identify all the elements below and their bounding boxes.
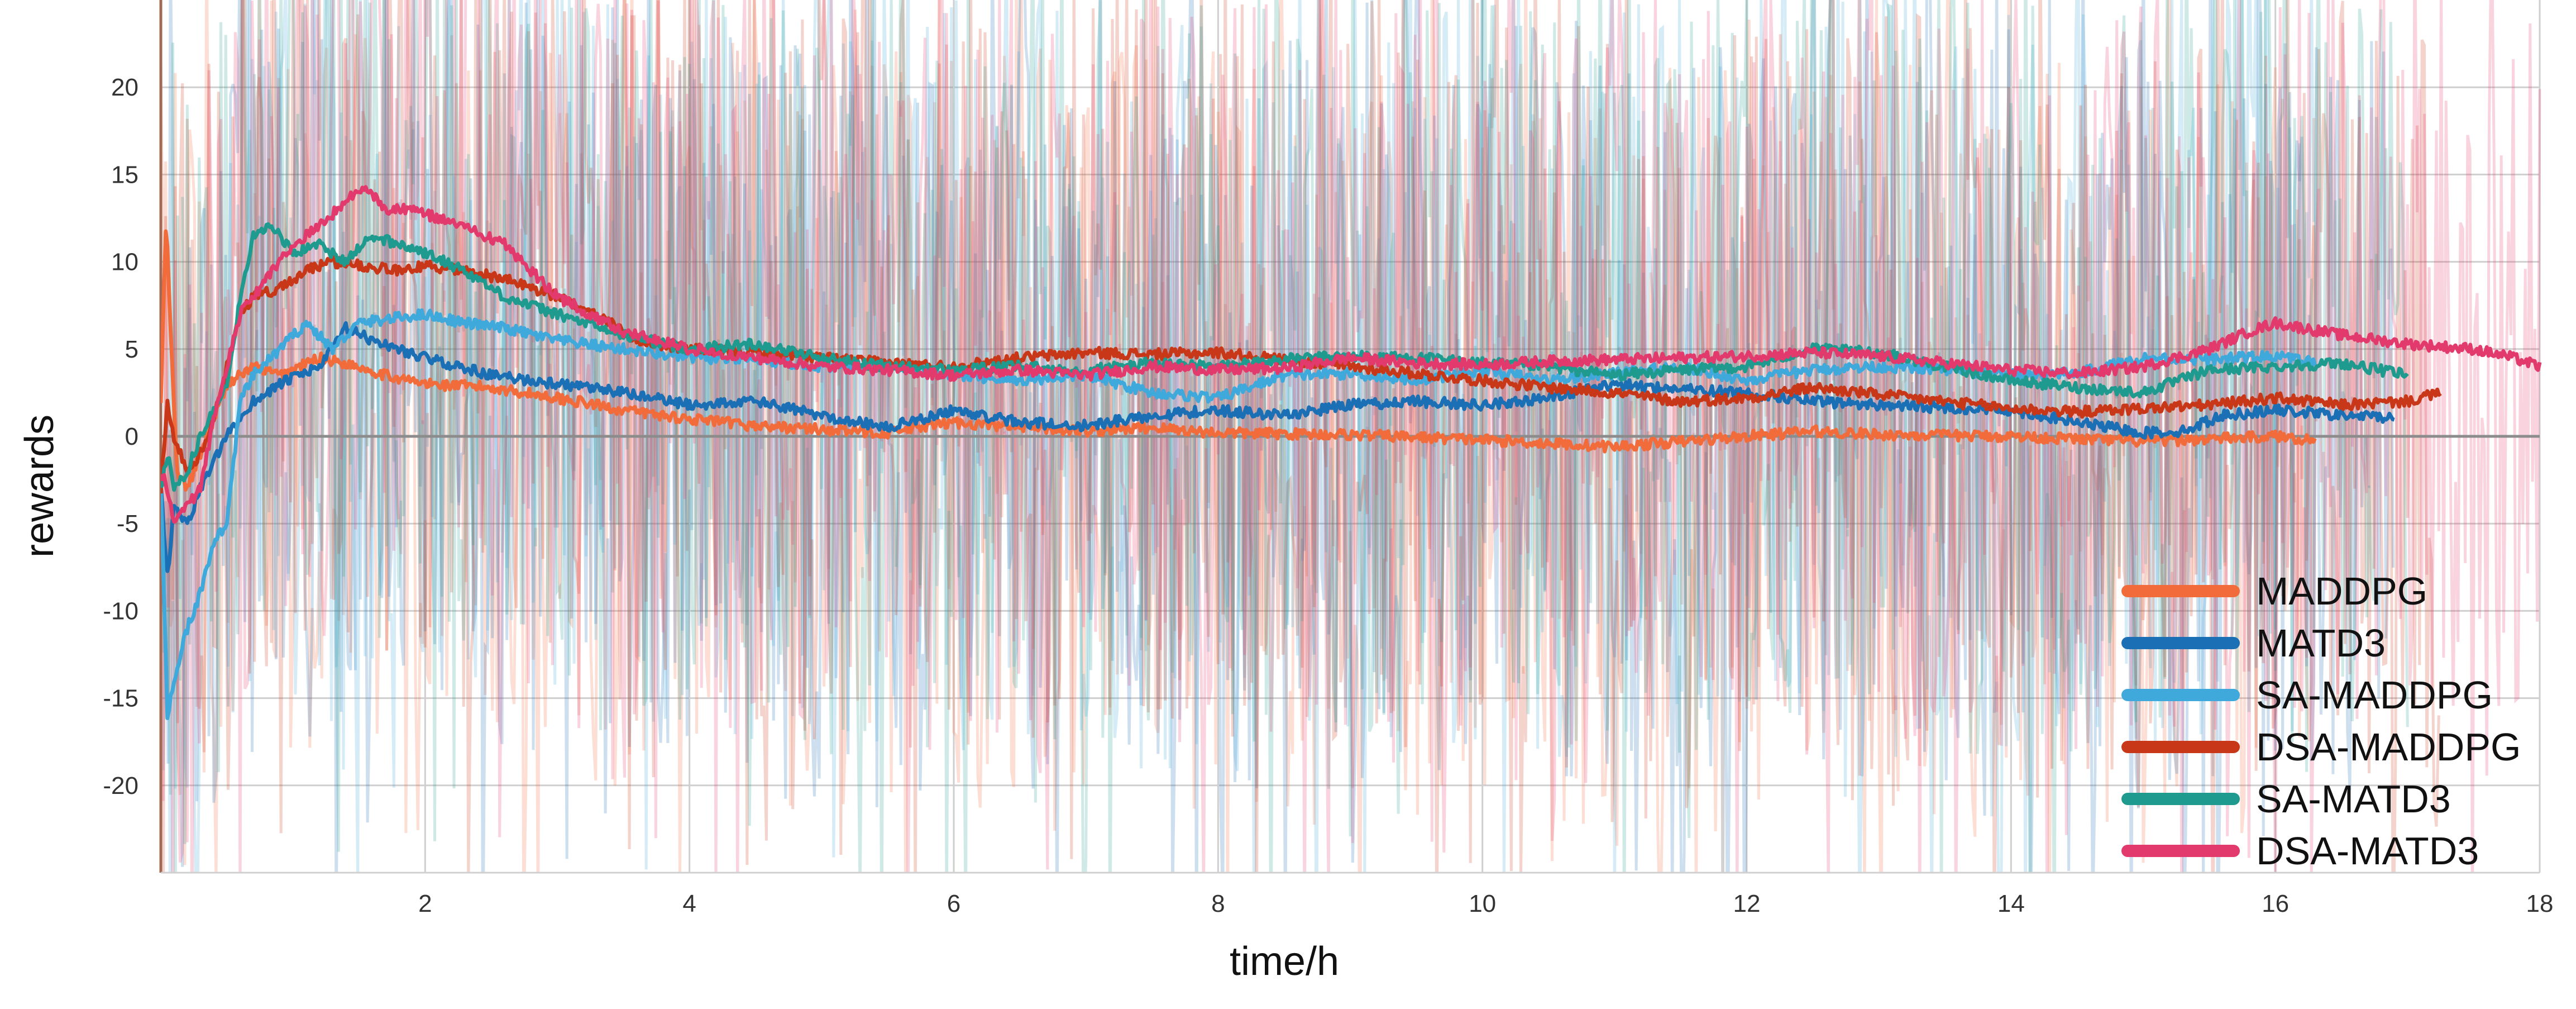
legend-label: SA-MATD3 bbox=[2256, 777, 2451, 821]
y-axis-title: rewards bbox=[17, 415, 62, 558]
legend-label: DSA-MADDPG bbox=[2256, 725, 2521, 769]
y-tick-labels: 20 15 10 5 0 -5 -10 -15 -20 bbox=[103, 74, 138, 799]
legend-label: DSA-MATD3 bbox=[2256, 829, 2479, 873]
series-line-matd3 bbox=[161, 321, 2395, 573]
raw-trace-sa-maddpg bbox=[161, 0, 2315, 873]
legend: MADDPG MATD3 SA-MADDPG DSA-MADDPG SA-MATD3 DS… bbox=[2121, 569, 2521, 873]
x-tick-label: 4 bbox=[682, 890, 696, 917]
raw-trace-maddpg bbox=[161, 0, 2315, 873]
x-tick-label: 2 bbox=[418, 890, 432, 917]
x-tick-labels: 2 4 6 8 10 12 14 16 18 bbox=[418, 890, 2553, 917]
legend-label: MADDPG bbox=[2256, 569, 2427, 613]
y-tick-label: 10 bbox=[111, 249, 138, 276]
x-tick-label: 8 bbox=[1211, 890, 1225, 917]
x-tick-label: 18 bbox=[2526, 890, 2554, 917]
y-tick-label: -20 bbox=[103, 772, 138, 799]
x-tick-label: 14 bbox=[1997, 890, 2025, 917]
x-axis-title: time/h bbox=[1230, 939, 1339, 984]
legend-label: SA-MADDPG bbox=[2256, 673, 2493, 717]
y-tick-label: 15 bbox=[111, 161, 138, 188]
series-line-dsa-matd3 bbox=[161, 185, 2542, 524]
x-tick-label: 6 bbox=[947, 890, 960, 917]
y-tick-label: 20 bbox=[111, 74, 138, 101]
smoothed-series bbox=[161, 185, 2542, 720]
y-tick-label: -15 bbox=[103, 685, 138, 712]
y-tick-label: -10 bbox=[103, 597, 138, 625]
raw-reward-traces bbox=[161, 0, 2541, 873]
legend-label: MATD3 bbox=[2256, 621, 2386, 665]
x-tick-label: 16 bbox=[2262, 890, 2289, 917]
series-line-maddpg bbox=[161, 229, 2317, 492]
y-tick-label: -5 bbox=[117, 510, 138, 537]
x-tick-label: 10 bbox=[1469, 890, 1496, 917]
grid bbox=[161, 0, 2541, 873]
y-tick-label: 5 bbox=[125, 336, 138, 363]
y-tick-label: 0 bbox=[125, 423, 138, 450]
x-tick-label: 12 bbox=[1733, 890, 1761, 917]
